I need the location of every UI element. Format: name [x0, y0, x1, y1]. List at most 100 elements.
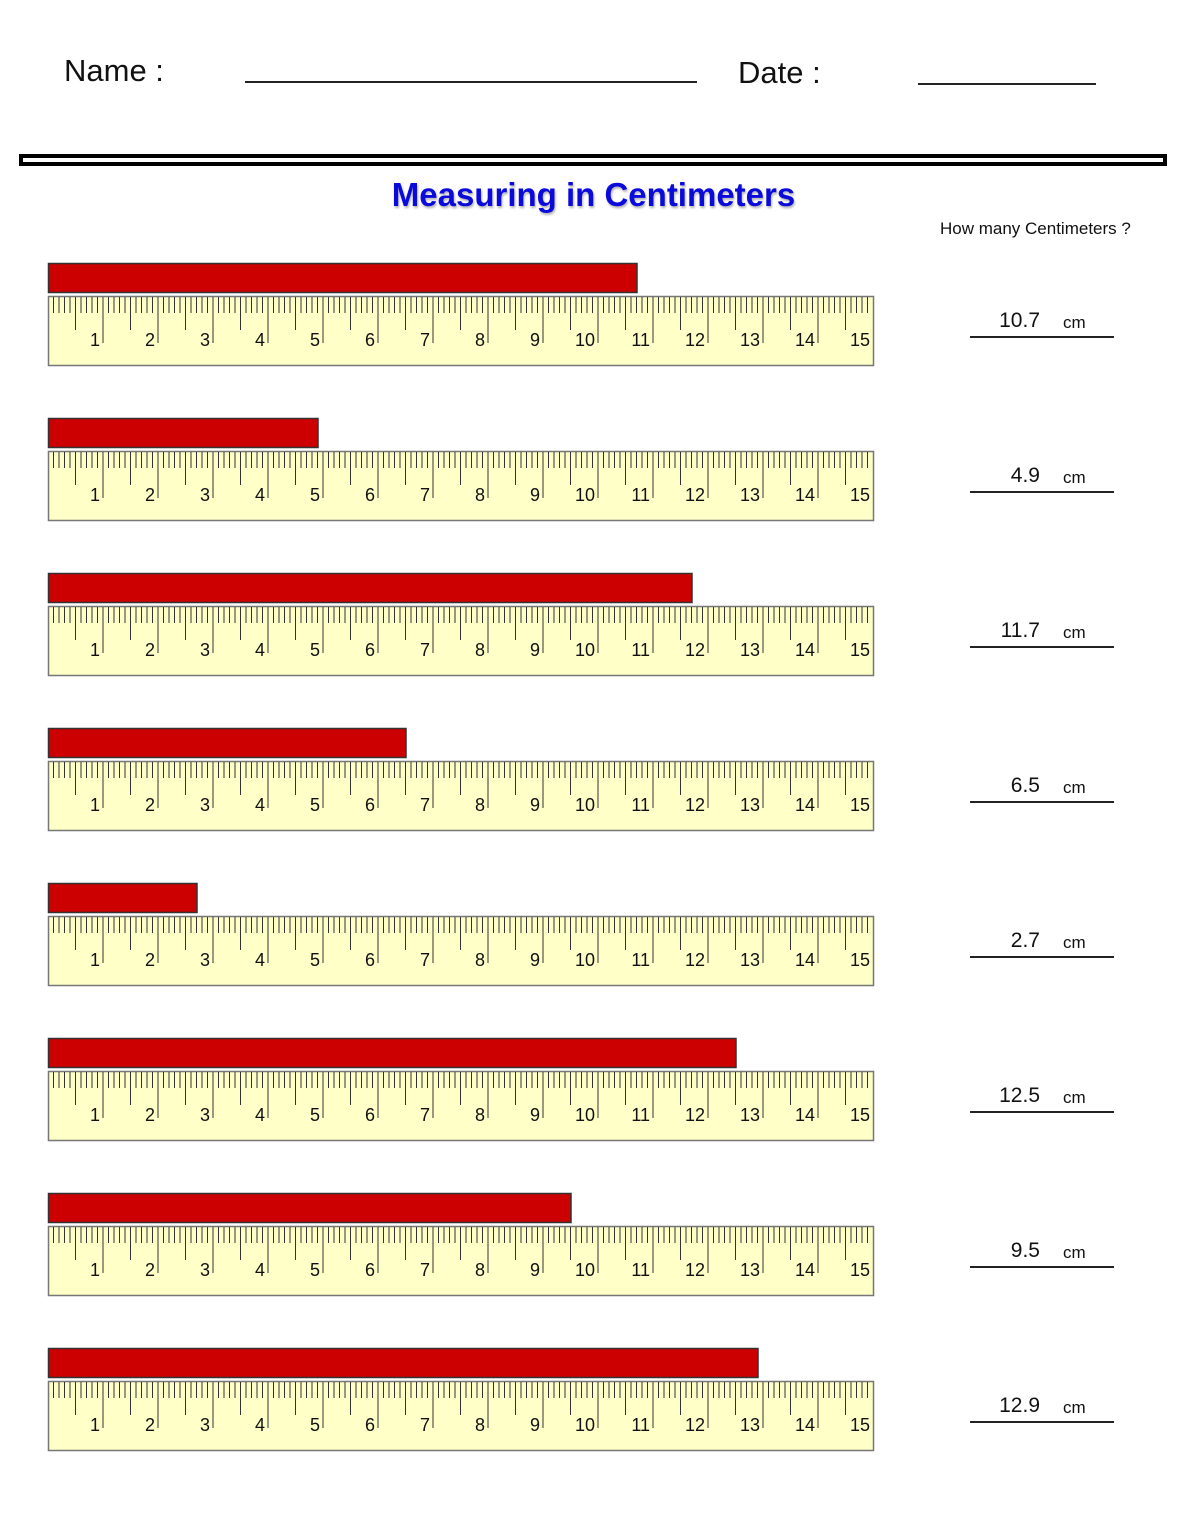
- answer-field[interactable]: 12.9 cm: [970, 1389, 1114, 1423]
- measured-bar: [47, 882, 198, 914]
- ruler-label: 10: [575, 1105, 595, 1125]
- answer-field[interactable]: 9.5 cm: [970, 1234, 1114, 1268]
- ruler-label: 8: [475, 640, 485, 660]
- measured-bar: [47, 417, 319, 449]
- answer-value: 12.5: [999, 1084, 1040, 1107]
- ruler-label: 8: [475, 1415, 485, 1435]
- ruler-label: 14: [795, 1105, 815, 1125]
- ruler-label: 2: [145, 640, 155, 660]
- ruler-label: 15: [850, 1260, 870, 1280]
- answer-field[interactable]: 2.7 cm: [970, 924, 1114, 958]
- ruler-label: 7: [420, 485, 430, 505]
- exercise-row: 1 2 3 4 5 6 7 8 9 10 11 12 13 14 15 6.5 cm: [0, 723, 1187, 878]
- name-label: Name :: [64, 53, 164, 88]
- ruler-label: 5: [310, 795, 320, 815]
- ruler-label: 15: [850, 1415, 870, 1435]
- ruler-label: 14: [795, 1260, 815, 1280]
- ruler-label: 7: [420, 1260, 430, 1280]
- ruler-label: 8: [475, 1105, 485, 1125]
- ruler-label: 6: [365, 330, 375, 350]
- ruler-label: 15: [850, 1105, 870, 1125]
- ruler-label: 9: [530, 795, 540, 815]
- ruler-label: 7: [420, 795, 430, 815]
- ruler-label: 8: [475, 795, 485, 815]
- ruler-label: 12: [685, 485, 705, 505]
- ruler-label: 1: [90, 1260, 100, 1280]
- ruler-label: 4: [255, 485, 265, 505]
- answer-field[interactable]: 6.5 cm: [970, 769, 1114, 803]
- ruler-label: 2: [145, 795, 155, 815]
- ruler-label: 7: [420, 640, 430, 660]
- ruler-label: 11: [631, 1105, 650, 1125]
- measured-bar: [47, 572, 693, 604]
- ruler-label: 9: [530, 950, 540, 970]
- ruler-label: 12: [685, 640, 705, 660]
- ruler-figure: 1 2 3 4 5 6 7 8 9 10 11 12 13 14 15: [47, 262, 875, 367]
- measured-bar: [47, 727, 407, 759]
- ruler-label: 6: [365, 795, 375, 815]
- ruler-label: 6: [365, 485, 375, 505]
- ruler-label: 3: [200, 795, 210, 815]
- ruler-label: 12: [685, 950, 705, 970]
- measured-bar: [47, 1192, 572, 1224]
- unit-label: cm: [1063, 778, 1086, 797]
- answer-value: 2.7: [1010, 929, 1040, 952]
- answer-value: 6.5: [1010, 774, 1040, 797]
- date-label: Date :: [738, 55, 821, 90]
- ruler-label: 1: [90, 1105, 100, 1125]
- ruler-label: 5: [310, 485, 320, 505]
- ruler-label: 13: [740, 1105, 760, 1125]
- answer-value: 9.5: [1010, 1239, 1040, 1262]
- answer-field[interactable]: 12.5 cm: [970, 1079, 1114, 1113]
- ruler-label: 6: [365, 950, 375, 970]
- ruler-label: 13: [740, 640, 760, 660]
- measured-bar: [47, 1037, 737, 1069]
- answer-field[interactable]: 11.7 cm: [970, 614, 1114, 648]
- ruler-label: 5: [310, 950, 320, 970]
- ruler-label: 9: [530, 485, 540, 505]
- ruler-label: 11: [631, 795, 650, 815]
- ruler-label: 6: [365, 1105, 375, 1125]
- answer-field[interactable]: 4.9 cm: [970, 459, 1114, 493]
- ruler-label: 4: [255, 1260, 265, 1280]
- ruler-label: 10: [575, 950, 595, 970]
- date-field-line[interactable]: [918, 83, 1096, 85]
- ruler-label: 5: [310, 330, 320, 350]
- ruler-label: 10: [575, 795, 595, 815]
- ruler-figure: 1 2 3 4 5 6 7 8 9 10 11 12 13 14 15: [47, 1347, 875, 1452]
- answer-field[interactable]: 10.7 cm: [970, 304, 1114, 338]
- ruler-figure: 1 2 3 4 5 6 7 8 9 10 11 12 13 14 15: [47, 727, 875, 832]
- measured-bar: [47, 262, 638, 294]
- ruler-label: 14: [795, 330, 815, 350]
- ruler-label: 1: [90, 330, 100, 350]
- ruler-label: 5: [310, 1260, 320, 1280]
- ruler-label: 7: [420, 1105, 430, 1125]
- unit-label: cm: [1063, 313, 1086, 332]
- ruler-label: 7: [420, 950, 430, 970]
- unit-label: cm: [1063, 1088, 1086, 1107]
- ruler-label: 11: [631, 1260, 650, 1280]
- ruler-label: 4: [255, 795, 265, 815]
- answer-value: 11.7: [1000, 619, 1040, 642]
- ruler-label: 4: [255, 950, 265, 970]
- ruler-label: 3: [200, 640, 210, 660]
- ruler-label: 9: [530, 640, 540, 660]
- ruler-label: 9: [530, 1415, 540, 1435]
- ruler-label: 5: [310, 1105, 320, 1125]
- ruler-label: 14: [795, 950, 815, 970]
- unit-label: cm: [1063, 933, 1086, 952]
- ruler-label: 6: [365, 640, 375, 660]
- ruler-label: 2: [145, 950, 155, 970]
- ruler-label: 2: [145, 1105, 155, 1125]
- ruler-label: 14: [795, 640, 815, 660]
- ruler-label: 13: [740, 1260, 760, 1280]
- ruler-label: 5: [310, 640, 320, 660]
- question-label: How many Centimeters ?: [940, 219, 1131, 238]
- ruler-label: 9: [530, 1260, 540, 1280]
- ruler-figure: 1 2 3 4 5 6 7 8 9 10 11 12 13 14 15: [47, 417, 875, 522]
- ruler-label: 11: [631, 640, 650, 660]
- name-field-line[interactable]: [245, 81, 697, 83]
- page-title: Measuring in Centimeters: [391, 176, 796, 213]
- ruler-label: 1: [90, 640, 100, 660]
